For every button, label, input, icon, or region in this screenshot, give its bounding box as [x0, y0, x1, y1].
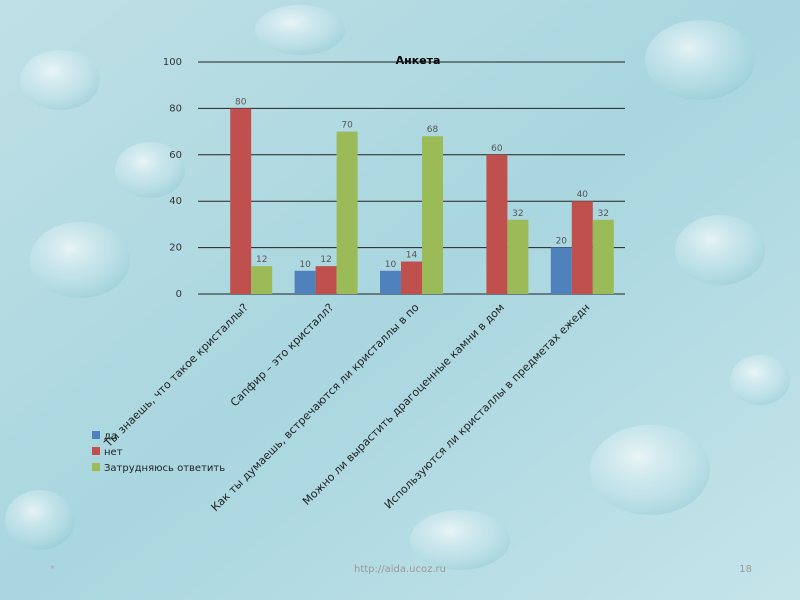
bar [571, 201, 593, 294]
legend-label: нет [104, 447, 123, 458]
data-label: 32 [512, 209, 523, 219]
legend-swatch [92, 447, 100, 455]
footer-url: http://aida.ucoz.ru [354, 564, 446, 575]
data-label: 70 [341, 121, 353, 131]
legend-swatch [92, 431, 100, 439]
bar [294, 270, 316, 294]
bar [507, 219, 529, 294]
bar [251, 266, 273, 294]
data-label: 40 [577, 190, 589, 200]
bar [422, 136, 443, 294]
bar [486, 154, 508, 294]
y-tick-label: 40 [169, 196, 182, 207]
bar [380, 270, 401, 294]
data-label: 80 [235, 97, 247, 107]
footer-marker: * [50, 564, 55, 575]
data-label: 12 [320, 255, 331, 265]
page-number: 18 [739, 564, 752, 575]
legend-label: Затрудняюсь ответить [104, 463, 225, 474]
bar [315, 266, 337, 294]
bar [401, 261, 422, 294]
legend-swatch [92, 463, 100, 471]
bar [592, 219, 614, 294]
data-label: 20 [556, 237, 568, 247]
data-label: 32 [598, 209, 609, 219]
y-tick-label: 20 [169, 243, 182, 254]
data-label: 12 [256, 255, 267, 265]
y-tick-label: 100 [163, 57, 182, 68]
legend-label: да [104, 431, 117, 442]
bar [230, 108, 252, 295]
data-label: 68 [427, 125, 439, 135]
data-label: 14 [406, 251, 418, 261]
y-tick-label: 0 [176, 289, 182, 300]
chart-title: Анкета [396, 54, 441, 67]
y-tick-label: 80 [169, 103, 182, 114]
drops [5, 5, 790, 570]
data-label: 10 [299, 260, 311, 270]
y-tick-label: 60 [169, 150, 182, 161]
data-label: 10 [385, 260, 397, 270]
bar [336, 131, 358, 294]
bar [550, 247, 572, 294]
data-label: 60 [491, 144, 503, 154]
